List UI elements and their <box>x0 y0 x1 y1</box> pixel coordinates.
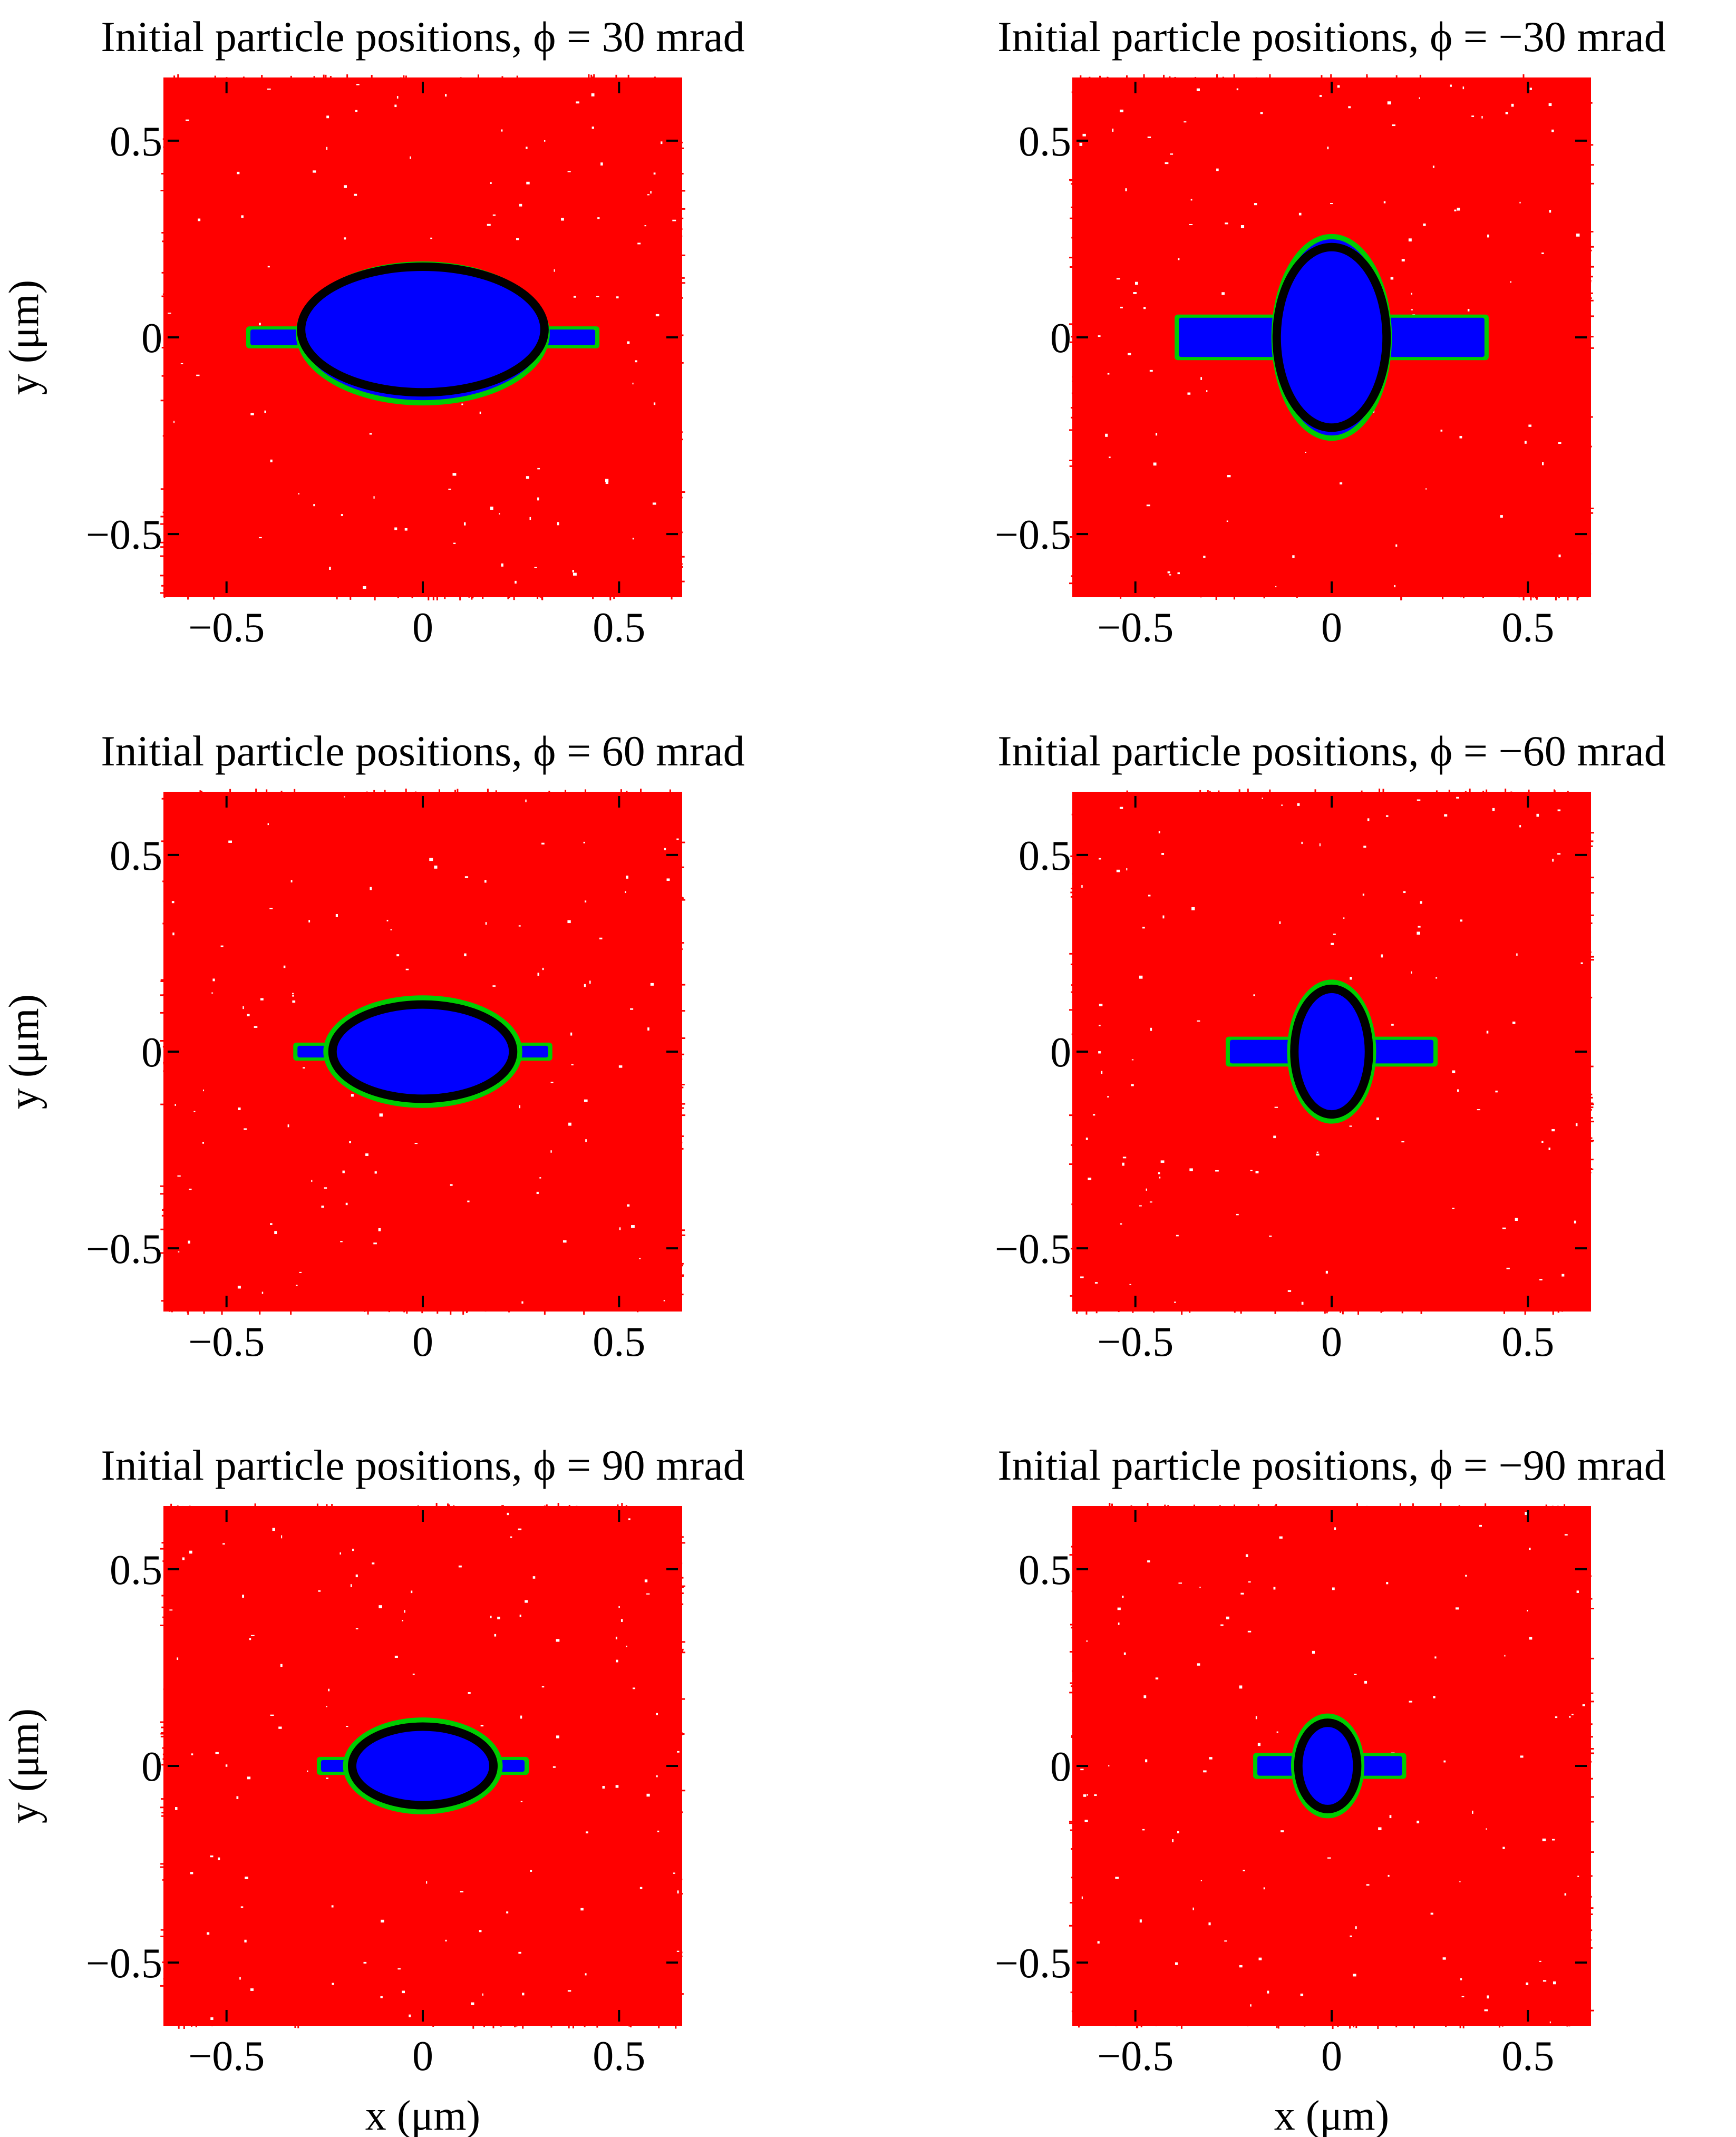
plot-area <box>160 74 685 600</box>
x-tick-label: −0.5 <box>188 2033 265 2080</box>
y-tick-label: −0.5 <box>995 1226 1071 1273</box>
y-tick-label: −0.5 <box>86 1226 162 1273</box>
particle-gaps <box>1080 796 1583 1305</box>
x-axis-label: x (μm) <box>365 2093 480 2137</box>
x-tick-label: −0.5 <box>1097 605 1174 651</box>
y-tick-label: −0.5 <box>86 512 162 558</box>
y-axis-label: y (μm) <box>1 280 47 395</box>
inner-particles <box>348 1723 498 1809</box>
y-tick-label: 0 <box>1050 315 1071 362</box>
beam-ellipse <box>1272 242 1391 432</box>
y-axis-label: y (μm) <box>1 994 47 1109</box>
y-tick-label: 0 <box>1050 1029 1071 1076</box>
x-tick-label: 0 <box>412 605 433 651</box>
panel-4: −0.5 0 0.5 −0.5 0 0.5 Initial particle positio… <box>995 727 1666 1365</box>
axis-ticks <box>168 796 678 1307</box>
panel-title: Initial particle positions, ϕ = −60 mrad <box>997 727 1665 775</box>
beam-ellipse <box>1294 1718 1362 1813</box>
y-tick-label: 0.5 <box>1019 119 1071 165</box>
x-tick-label: 0 <box>412 2033 433 2080</box>
panel-5: −0.5 0 0.5 −0.5 0 0.5 Initial particle positio… <box>1 1441 745 2137</box>
y-axis-label: y (μm) <box>1 1708 47 1823</box>
x-axis-label: x (μm) <box>1274 2093 1389 2137</box>
plot-area <box>1069 789 1594 1315</box>
y-tick-label: 0.5 <box>1019 1547 1071 1594</box>
particle-edge-marks <box>1069 789 1594 1315</box>
y-tick-label: 0.5 <box>110 119 162 165</box>
panel-title: Initial particle positions, ϕ = 60 mrad <box>101 727 744 775</box>
axis-ticks <box>1076 82 1587 593</box>
panel-title: Initial particle positions, ϕ = 90 mrad <box>101 1441 744 1489</box>
inner-particles <box>328 1000 517 1103</box>
y-tick-label: −0.5 <box>995 1940 1071 1987</box>
x-tick-label: 0.5 <box>593 1319 645 1365</box>
y-tick-label: 0 <box>1050 1744 1071 1790</box>
y-tick-label: −0.5 <box>86 1940 162 1987</box>
x-tick-label: 0.5 <box>1501 1319 1554 1365</box>
x-tick-label: 0 <box>1321 2033 1342 2080</box>
panel-title: Initial particle positions, ϕ = −90 mrad <box>997 1441 1665 1489</box>
axis-ticks <box>1076 796 1587 1307</box>
axis-ticks <box>168 1510 678 2022</box>
x-tick-label: 0.5 <box>1501 605 1554 651</box>
y-tick-label: 0 <box>141 1744 162 1790</box>
x-tick-label: 0 <box>1321 605 1342 651</box>
plot-area <box>160 1503 685 2029</box>
axis-ticks <box>1076 1510 1587 2022</box>
particle-edge-marks <box>160 789 685 1315</box>
plot-area <box>160 789 685 1315</box>
beam-ellipse <box>1290 984 1373 1119</box>
x-tick-label: 0 <box>1321 1319 1342 1365</box>
panel-2: −0.5 0 0.5 −0.5 0 0.5 Initial particle positio… <box>995 13 1666 651</box>
axis-ticks <box>168 82 678 593</box>
y-tick-label: 0.5 <box>1019 833 1071 879</box>
panel-3: −0.5 0 0.5 −0.5 0 0.5 Initial particle positio… <box>1 727 745 1365</box>
beam-ellipse <box>328 1000 518 1103</box>
y-tick-label: 0 <box>141 315 162 362</box>
plot-area <box>1069 1503 1594 2029</box>
inner-particles <box>1276 239 1387 436</box>
x-tick-label: −0.5 <box>188 1319 265 1365</box>
panel-title: Initial particle positions, ϕ = 30 mrad <box>101 13 744 61</box>
panel-title: Initial particle positions, ϕ = −30 mrad <box>997 13 1665 61</box>
beam-ellipse <box>347 1722 498 1810</box>
panel-1: −0.5 0 0.5 −0.5 0 0.5 Initial particle positio… <box>1 13 745 651</box>
y-tick-label: 0.5 <box>110 1547 162 1594</box>
y-tick-label: −0.5 <box>995 512 1071 558</box>
particle-edge-marks <box>160 1503 685 2029</box>
particle-edge-marks <box>1069 1503 1594 2029</box>
inner-particles <box>1292 985 1371 1119</box>
x-tick-label: −0.5 <box>1097 2033 1174 2080</box>
inner-particles <box>1296 1718 1360 1813</box>
x-tick-label: 0.5 <box>593 605 645 651</box>
plot-area <box>1069 74 1594 600</box>
particle-gaps <box>171 796 679 1304</box>
x-tick-label: 0 <box>412 1319 433 1365</box>
x-tick-label: 0.5 <box>1501 2033 1554 2080</box>
y-tick-label: 0 <box>141 1029 162 1076</box>
panel-6: −0.5 0 0.5 −0.5 0 0.5 Initial particle positio… <box>995 1441 1666 2137</box>
beam-ellipse <box>297 262 549 397</box>
inner-particles <box>301 266 545 401</box>
y-tick-label: 0.5 <box>110 833 162 879</box>
x-tick-label: −0.5 <box>188 605 265 651</box>
x-tick-label: −0.5 <box>1097 1319 1174 1365</box>
x-tick-label: 0.5 <box>593 2033 645 2080</box>
particle-edge-marks <box>160 74 685 600</box>
